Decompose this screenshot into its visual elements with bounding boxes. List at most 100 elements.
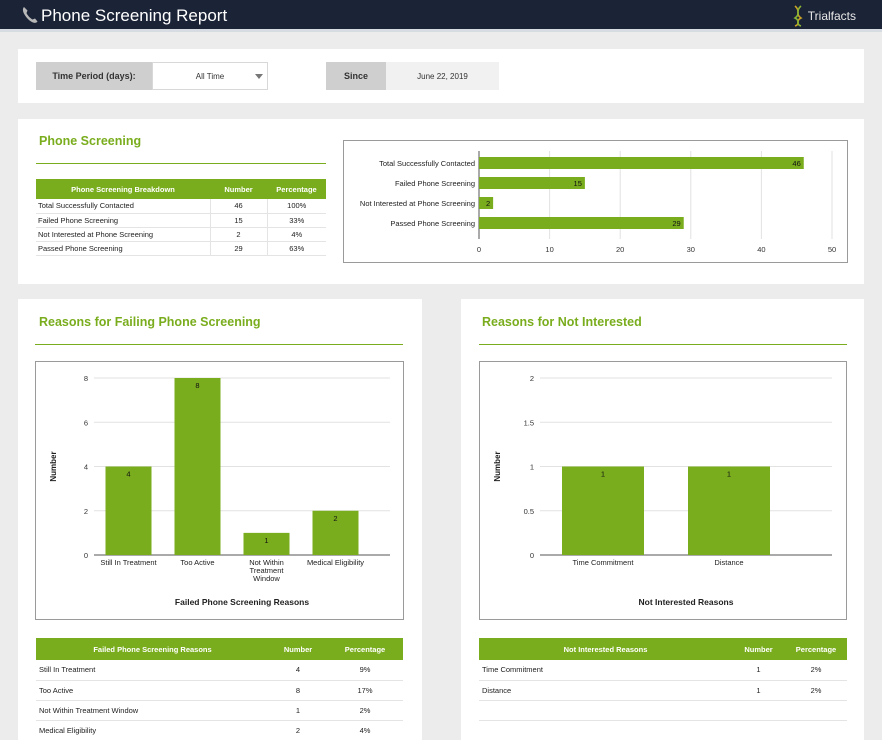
row-percentage: 17%	[327, 680, 403, 701]
section-divider	[35, 344, 403, 345]
data-label: 1	[601, 470, 605, 479]
table-row: Time Commitment 1 2%	[479, 660, 847, 681]
trialfacts-logo: Trialfacts	[792, 5, 856, 27]
y-tick-label: 0.5	[524, 507, 534, 516]
phone-screening-card: Phone Screening Phone Screening Breakdow…	[18, 119, 864, 284]
x-tick-label: Not Within Treatment Window	[249, 558, 284, 583]
row-name: Medical Eligibility	[36, 720, 269, 740]
row-name: Passed Phone Screening	[36, 241, 210, 256]
y-tick-label: Passed Phone Screening	[390, 219, 475, 228]
x-tick-label: Still In Treatment	[100, 558, 157, 567]
row-number: 2	[269, 720, 327, 740]
since-value: June 22, 2019	[386, 62, 499, 90]
section-divider	[479, 344, 847, 345]
bar	[243, 532, 290, 555]
chevron-down-icon	[255, 74, 263, 79]
y-tick-label: 1.5	[524, 418, 534, 427]
time-period-select[interactable]: All Time	[152, 62, 268, 90]
section-title-failing: Reasons for Failing Phone Screening	[39, 315, 261, 329]
bar	[688, 466, 770, 555]
y-tick-label: 2	[84, 507, 88, 516]
empty-cell	[785, 700, 847, 721]
y-tick-label: 0	[530, 551, 534, 560]
failing-reasons-table: Failed Phone Screening Reasons Number Pe…	[36, 638, 403, 740]
not-interested-table: Not Interested Reasons Number Percentage…	[479, 638, 847, 721]
empty-cell	[732, 700, 785, 721]
bar	[479, 157, 804, 169]
page-title: Phone Screening Report	[41, 6, 228, 25]
row-name: Not Within Treatment Window	[36, 700, 269, 721]
x-axis-title: Failed Phone Screening Reasons	[175, 597, 309, 607]
empty-row	[479, 700, 732, 721]
table-row: Medical Eligibility 2 4%	[36, 720, 403, 740]
x-axis-title: Not Interested Reasons	[639, 597, 734, 607]
logo-text: Trialfacts	[807, 9, 856, 23]
row-number: 4	[269, 660, 327, 681]
not-interested-card: Reasons for Not Interested 0 0.5 1 1.5 2 1 Tim…	[461, 299, 864, 740]
y-tick-label: 6	[84, 418, 88, 427]
filter-card: Time Period (days): All Time Since June …	[18, 49, 864, 103]
row-percentage: 4%	[266, 227, 326, 242]
x-tick-label: Time Commitment	[573, 558, 635, 567]
y-tick-label: 0	[84, 551, 88, 560]
screening-bar-chart: 0 10 20 30 40 50 Total Successfully Contacted 4…	[343, 140, 848, 263]
column-header: Number	[732, 638, 785, 660]
bar	[105, 466, 152, 555]
bar	[479, 177, 585, 189]
table-row	[479, 700, 847, 721]
row-name: Failed Phone Screening	[36, 213, 210, 228]
failing-reasons-chart: 0 2 4 6 8 4 Still In Treatment 8 Too Active 1 Not …	[35, 361, 404, 620]
failing-reasons-card: Reasons for Failing Phone Screening 0 2 4 6…	[18, 299, 422, 740]
column-header: Percentage	[785, 638, 847, 660]
x-tick-label: 50	[828, 245, 836, 254]
screening-chart-svg: 0 10 20 30 40 50 Total Successfully Contacted 4…	[360, 151, 836, 254]
table-row: Still In Treatment 4 9%	[36, 660, 403, 681]
row-number: 29	[209, 241, 267, 256]
column-header: Not Interested Reasons	[479, 638, 732, 660]
y-tick-label: 8	[84, 374, 88, 383]
section-divider	[36, 163, 326, 164]
table-row: Not Within Treatment Window 1 2%	[36, 700, 403, 721]
data-label: 4	[126, 470, 130, 479]
table-header-row: Not Interested Reasons Number Percentage	[479, 638, 847, 660]
app-header: Phone Screening Report Trialfacts	[0, 0, 882, 32]
x-tick-label: Distance	[714, 558, 743, 567]
x-tick-label: Medical Eligibility	[307, 558, 364, 567]
column-header: Failed Phone Screening Reasons	[36, 638, 269, 660]
row-percentage: 100%	[266, 199, 326, 214]
row-name: Too Active	[36, 680, 269, 701]
phone-icon	[22, 7, 38, 23]
row-name: Not Interested at Phone Screening	[36, 227, 210, 242]
row-name: Distance	[479, 680, 732, 701]
y-axis-title: Number	[49, 451, 58, 481]
time-period-label: Time Period (days):	[36, 62, 152, 90]
x-tick-label: 40	[757, 245, 765, 254]
bar	[562, 466, 644, 555]
row-number: 2	[209, 227, 267, 242]
bar	[312, 510, 359, 555]
dna-icon	[793, 5, 803, 27]
since-label: Since	[326, 62, 386, 90]
data-label: 2	[486, 199, 490, 208]
column-header: Phone Screening Breakdown	[36, 179, 210, 199]
row-number: 1	[732, 680, 785, 701]
row-percentage: 2%	[785, 660, 847, 681]
data-label: 2	[333, 514, 337, 523]
table-header-row: Failed Phone Screening Reasons Number Pe…	[36, 638, 403, 660]
x-tick-label: 10	[545, 245, 553, 254]
time-period-value: All Time	[195, 71, 225, 81]
table-row: Distance 1 2%	[479, 680, 847, 701]
table-header-row: Phone Screening Breakdown Number Percent…	[36, 179, 326, 199]
row-percentage: 63%	[266, 241, 326, 256]
not-interested-chart: 0 0.5 1 1.5 2 1 Time Commitment 1 Distance Number…	[479, 361, 847, 620]
row-percentage: 33%	[266, 213, 326, 228]
column-header: Percentage	[327, 638, 403, 660]
table-row: Total Successfully Contacted 46 100%	[36, 199, 326, 214]
bar	[174, 378, 221, 555]
row-percentage: 9%	[327, 660, 403, 681]
not-interested-chart-svg: 0 0.5 1 1.5 2 1 Time Commitment 1 Distance Number…	[493, 374, 832, 607]
section-title-not-interested: Reasons for Not Interested	[482, 315, 642, 329]
row-percentage: 2%	[785, 680, 847, 701]
column-header: Number	[210, 179, 267, 199]
bar	[479, 197, 494, 209]
